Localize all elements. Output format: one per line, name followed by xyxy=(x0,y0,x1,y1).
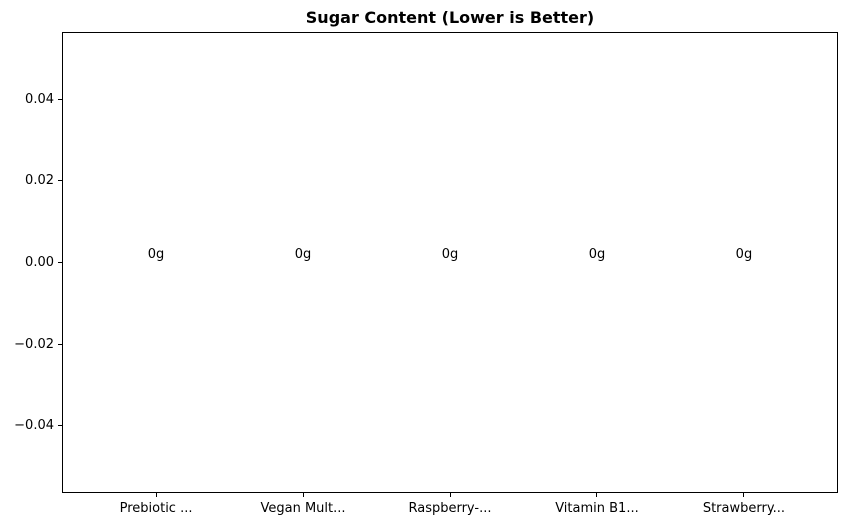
y-axis-tick-label: 0.00 xyxy=(25,255,54,270)
x-axis-tick-label: Prebiotic ... xyxy=(119,501,193,516)
x-axis-tick xyxy=(155,493,157,497)
bar-value-label: 0g xyxy=(147,247,165,262)
plot-area xyxy=(62,32,838,493)
y-axis-tick xyxy=(58,98,62,100)
bar-value-label: 0g xyxy=(588,247,606,262)
x-axis-tick xyxy=(449,493,451,497)
chart-title: Sugar Content (Lower is Better) xyxy=(305,8,595,27)
y-axis-tick xyxy=(58,343,62,345)
y-axis-tick-label: −0.04 xyxy=(14,418,54,434)
x-axis-tick xyxy=(743,493,745,497)
y-axis-tick-label: 0.04 xyxy=(25,91,54,107)
y-axis-tick xyxy=(58,262,62,263)
bar-value-label: 0g xyxy=(441,247,459,262)
y-axis-tick-label: −0.02 xyxy=(14,336,54,352)
y-axis-tick xyxy=(58,180,62,182)
x-axis-tick-label: Vitamin B1... xyxy=(555,501,639,516)
x-axis-tick xyxy=(596,493,598,497)
y-axis-tick xyxy=(58,425,62,427)
x-axis-tick xyxy=(302,493,304,497)
x-axis-tick-label: Vegan Mult... xyxy=(260,501,346,516)
x-axis-tick-label: Strawberry... xyxy=(702,501,786,516)
bar-value-label: 0g xyxy=(735,247,753,262)
y-axis-tick-label: 0.02 xyxy=(25,173,54,189)
x-axis-tick-label: Raspberry-... xyxy=(408,501,492,516)
bar-value-label: 0g xyxy=(294,247,312,262)
